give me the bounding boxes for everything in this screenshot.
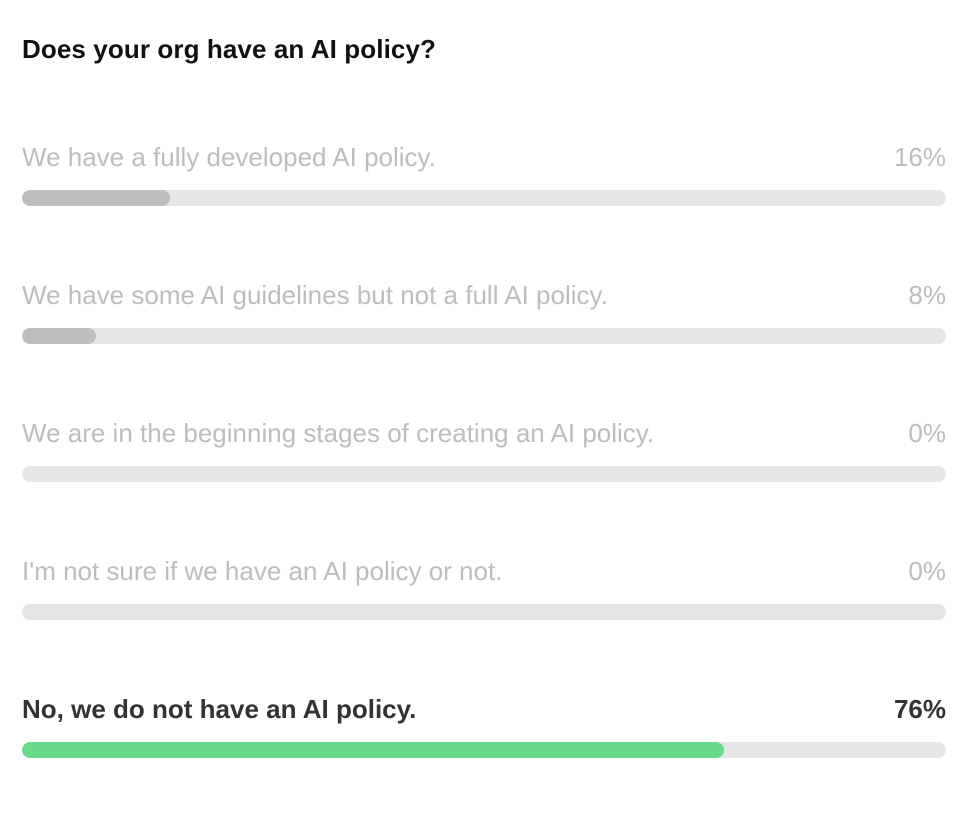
- poll-option-label: We have a fully developed AI policy.: [22, 142, 436, 172]
- poll-option-label: We have some AI guidelines but not a ful…: [22, 280, 608, 310]
- poll-option-not-sure[interactable]: I'm not sure if we have an AI policy or …: [22, 554, 946, 634]
- poll-option-fully-developed[interactable]: We have a fully developed AI policy. 16%: [22, 140, 946, 220]
- poll-result-track: [22, 328, 946, 344]
- poll-option-percent: 16%: [893, 142, 946, 172]
- poll-result-bar: [22, 742, 725, 758]
- poll-result-track: [22, 466, 946, 482]
- poll-option-label: No, we do not have an AI policy.: [22, 694, 417, 724]
- poll-result-bar: [22, 328, 96, 344]
- poll-result-track: [22, 742, 946, 758]
- poll-option-percent: 0%: [908, 418, 946, 448]
- poll-option-some-guidelines[interactable]: We have some AI guidelines but not a ful…: [22, 278, 946, 358]
- poll-question: Does your org have an AI policy?: [22, 34, 436, 64]
- poll-result-track: [22, 190, 946, 206]
- poll-option-percent: 76%: [893, 694, 946, 724]
- poll-option-label: I'm not sure if we have an AI policy or …: [22, 556, 503, 586]
- poll-option-percent: 8%: [908, 280, 946, 310]
- poll-option-no-policy[interactable]: No, we do not have an AI policy. 76%: [22, 692, 946, 772]
- poll-option-label: We are in the beginning stages of creati…: [22, 418, 655, 448]
- poll-result-track: [22, 604, 946, 620]
- poll-option-percent: 0%: [908, 556, 946, 586]
- poll-result-bar: [22, 190, 170, 206]
- poll-option-beginning-stages[interactable]: We are in the beginning stages of creati…: [22, 416, 946, 496]
